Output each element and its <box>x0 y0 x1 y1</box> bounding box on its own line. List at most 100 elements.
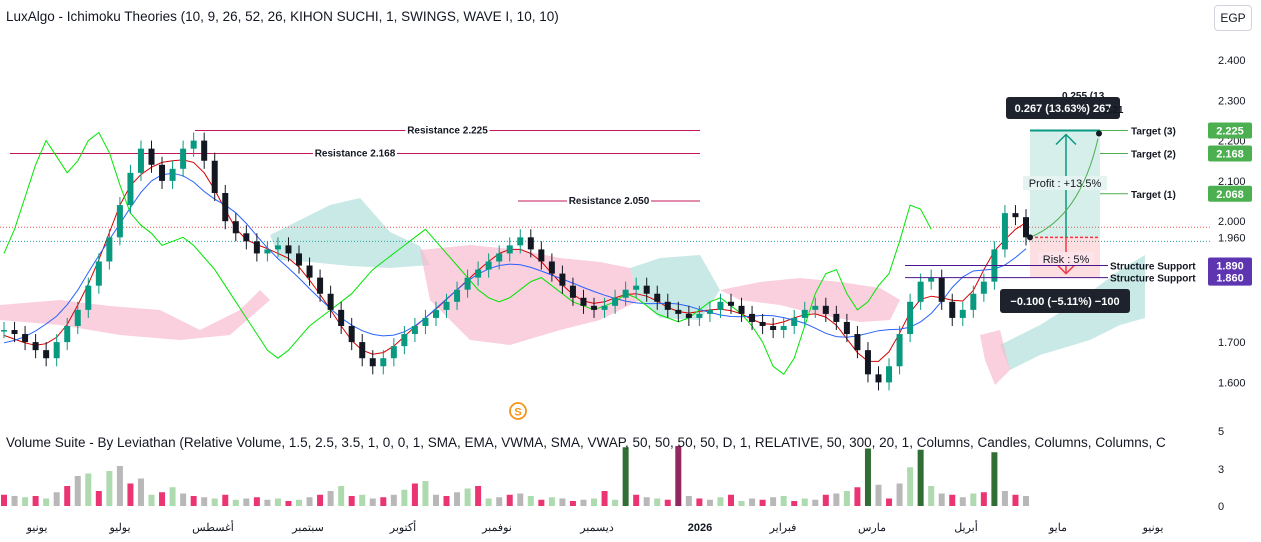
resistance-label-bg <box>405 123 490 136</box>
volume-bar <box>633 494 640 506</box>
candle-body <box>727 301 734 306</box>
volume-bar <box>338 486 345 506</box>
candle-body <box>296 253 303 266</box>
candle-body <box>886 366 893 383</box>
volume-bar <box>159 492 166 506</box>
volume-bar <box>317 494 324 506</box>
volume-bars <box>1 446 1029 506</box>
projection-curve <box>1029 138 1099 238</box>
price-axis[interactable]: 2.400 2.300 2.200 2.100 2.000 1.700 1.600 1.960… <box>1218 55 1246 513</box>
candle-body <box>443 301 450 310</box>
currency-badge[interactable]: EGP <box>1214 5 1252 31</box>
volume-bar <box>285 501 292 506</box>
volume-bar <box>454 492 461 506</box>
volume-bar <box>675 446 682 506</box>
candle-body <box>907 301 914 335</box>
candle-body <box>1012 213 1019 218</box>
time-tick-label: مارس <box>858 522 886 534</box>
support-label: Structure Support <box>1110 274 1196 285</box>
volume-bar <box>422 481 429 506</box>
volume-bar <box>137 478 144 506</box>
cloud-segment <box>270 198 430 268</box>
candle-body <box>74 309 81 326</box>
target-price-text: 2.168 <box>1216 148 1244 160</box>
candle-body <box>822 305 829 314</box>
time-tick-label: أكتوبر <box>389 520 416 534</box>
volume-bar <box>696 498 703 506</box>
candle-body <box>485 261 492 270</box>
candle-body <box>11 330 18 335</box>
volume-bar <box>475 486 482 506</box>
volume-bar <box>738 501 745 506</box>
source-icon[interactable] <box>509 402 527 420</box>
volume-bar <box>833 493 840 506</box>
volume-bar <box>401 489 408 506</box>
candle-body <box>685 313 692 318</box>
candle-body <box>538 249 545 262</box>
volume-bar <box>432 494 439 506</box>
time-tick-label: ديسمبر <box>579 522 614 534</box>
volume-bar <box>211 498 218 506</box>
price-tick-label: 2.300 <box>1218 95 1246 107</box>
volume-bar <box>801 498 808 506</box>
volume-bar <box>232 499 239 506</box>
volume-bar <box>622 447 629 506</box>
candle-body <box>527 237 534 250</box>
target-price-tag <box>1208 145 1252 162</box>
volume-bar <box>201 497 208 506</box>
volume-bar <box>991 452 998 506</box>
candle-body <box>243 233 250 242</box>
risk-arrow-head <box>1057 265 1075 275</box>
volume-bar <box>43 498 50 506</box>
volume-bar <box>896 483 903 506</box>
volume-tick-label: 3 <box>1218 464 1224 476</box>
price-tick-label: 2.000 <box>1218 216 1246 228</box>
candle-body <box>454 289 461 302</box>
candle-body <box>369 358 376 367</box>
volume-bar <box>886 498 893 506</box>
volume-indicator-title[interactable]: Volume Suite - By Leviathan (Relative Vo… <box>6 435 1166 450</box>
cloud-segment <box>980 330 1010 385</box>
time-tick-label: فبراير <box>769 522 797 534</box>
long-position-tool[interactable]: Profit : +13.5% Risk : 5% 0.255 (13.0.267 … <box>1000 91 1130 313</box>
resistance-label-bg <box>567 194 651 207</box>
candle-body <box>706 309 713 314</box>
tenkan-line <box>3 159 1027 362</box>
volume-bar <box>506 494 513 506</box>
candle-body <box>612 297 619 306</box>
target-label: Target (2) <box>1131 149 1176 160</box>
volume-bar <box>780 496 787 506</box>
target-label: Target (1) <box>1131 190 1176 201</box>
candle-body <box>559 273 566 286</box>
volume-bar <box>949 494 956 506</box>
resistance-levels: Resistance 2.225 Resistance 2.168 Resistan… <box>0 123 1210 242</box>
volume-bar <box>854 487 861 506</box>
volume-bar <box>85 473 92 506</box>
candle-body <box>591 305 598 310</box>
candle-body <box>348 325 355 343</box>
volume-bar <box>464 488 471 506</box>
volume-bar <box>517 493 524 506</box>
candle-body <box>896 334 903 367</box>
volume-bar <box>264 499 271 506</box>
volume-bar <box>959 497 966 506</box>
candle-body <box>464 277 471 290</box>
candle-body <box>622 289 629 298</box>
resistance-label-bg <box>313 146 397 159</box>
candle-body <box>738 305 745 314</box>
time-axis[interactable]: يونيو يوليو أغسطس سبتمبر أكتوبر نوفمبر ديسمبر 2… <box>26 520 1164 534</box>
risk-label-bg <box>1038 252 1094 266</box>
source-marker[interactable]: S <box>509 402 527 420</box>
candle-body <box>601 305 608 310</box>
candle-body <box>285 245 292 254</box>
candle-body <box>633 285 640 290</box>
indicator-title[interactable]: LuxAlgo - Ichimoku Theories (10, 9, 26, … <box>6 9 559 24</box>
target-label: Target (3) <box>1131 127 1176 138</box>
volume-bar <box>53 492 60 506</box>
candle-body <box>1 330 7 332</box>
candle-body <box>159 164 166 181</box>
volume-bar <box>64 486 71 506</box>
volume-bar <box>243 498 250 506</box>
volume-bar <box>580 499 587 506</box>
